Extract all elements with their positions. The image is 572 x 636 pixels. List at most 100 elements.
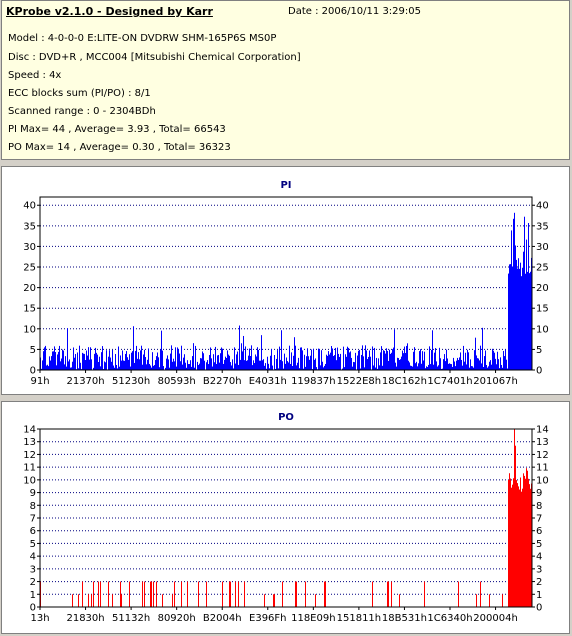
bar <box>472 366 473 370</box>
bar <box>469 367 470 370</box>
bar <box>173 358 174 370</box>
x-tick-label: B2004h <box>203 613 242 624</box>
y-tick-label-left: 3 <box>30 564 36 575</box>
y-tick-label-right: 30 <box>536 242 549 253</box>
bar <box>477 358 478 370</box>
bar <box>46 365 47 370</box>
bar <box>403 353 404 370</box>
bar <box>215 346 216 370</box>
bar <box>137 358 138 370</box>
bar <box>223 363 224 370</box>
bar <box>357 355 358 370</box>
bar <box>428 364 429 370</box>
bar <box>439 347 440 370</box>
bar <box>370 356 371 370</box>
bar <box>465 352 466 370</box>
bar <box>124 360 125 370</box>
bar <box>58 351 59 370</box>
bar <box>44 347 45 370</box>
bar <box>186 367 187 370</box>
bar <box>398 358 399 370</box>
y-tick-label-right: 20 <box>536 283 549 294</box>
bar <box>129 354 130 370</box>
bar <box>121 594 122 607</box>
bar <box>350 351 351 370</box>
bar <box>388 360 389 370</box>
bar <box>510 264 511 370</box>
bar <box>144 581 145 607</box>
bar <box>70 367 71 370</box>
bar <box>174 361 175 370</box>
bar <box>374 347 375 370</box>
bar <box>399 359 400 370</box>
app-title: KProbe v2.1.0 - Designed by Karr <box>6 5 213 18</box>
bar <box>197 361 198 370</box>
bar <box>361 354 362 370</box>
bar <box>130 366 131 370</box>
bar <box>295 345 296 370</box>
bar <box>274 594 275 607</box>
bar <box>243 335 244 370</box>
bar <box>161 330 162 370</box>
x-tick-label: 80920h <box>158 613 196 624</box>
bar <box>328 351 329 370</box>
bar <box>358 350 359 370</box>
bar <box>230 362 231 370</box>
bar <box>336 360 337 370</box>
bar <box>505 349 506 370</box>
bar <box>242 351 243 370</box>
bar <box>419 351 420 370</box>
x-tick-label: 80593h <box>158 376 196 387</box>
bar <box>447 358 448 370</box>
bar <box>133 326 134 370</box>
pi-stats-line: PI Max= 44 , Average= 3.93 , Total= 6654… <box>8 124 226 135</box>
y-tick-label-right: 15 <box>536 304 549 315</box>
bar <box>96 352 97 370</box>
bar <box>299 368 300 370</box>
bar <box>88 594 89 607</box>
bar <box>142 364 143 370</box>
bar <box>52 351 53 370</box>
bar <box>393 347 394 370</box>
bar <box>343 346 344 370</box>
bar <box>520 477 521 607</box>
bar <box>226 357 227 370</box>
bar <box>203 353 204 370</box>
bar <box>160 349 161 370</box>
bar <box>526 468 527 607</box>
speed-line: Speed : 4x <box>8 70 62 81</box>
bar <box>72 594 73 607</box>
y-tick-label-left: 0 <box>30 366 36 377</box>
bar <box>524 216 525 370</box>
x-tick-label: 200004h <box>473 613 518 624</box>
po-chart-panel: PO 0 0 1 1 2 2 3 3 4 4 5 5 6 6 7 7 8 8 9 9 10 10 11 11 12 12 13 13 14… <box>1 401 570 634</box>
bar <box>440 358 441 370</box>
y-tick-label-right: 5 <box>536 539 542 550</box>
bar <box>131 352 132 370</box>
bar <box>376 357 377 370</box>
bar <box>55 352 56 370</box>
bar <box>235 363 236 370</box>
bar <box>110 357 111 370</box>
bar <box>303 368 304 370</box>
bar <box>431 350 432 370</box>
bar <box>493 350 494 370</box>
bar <box>467 349 468 370</box>
bar <box>67 328 68 370</box>
bar <box>498 359 499 370</box>
bar <box>51 356 52 370</box>
x-tick-label: 151811h <box>337 613 382 624</box>
bar <box>77 352 78 370</box>
bar <box>429 346 430 370</box>
bar <box>421 363 422 370</box>
bar <box>151 581 152 607</box>
bar <box>495 358 496 370</box>
bar-series <box>40 429 532 607</box>
bar <box>354 362 355 370</box>
plot-frame <box>39 196 533 371</box>
bar <box>269 368 270 370</box>
bar <box>492 348 493 370</box>
y-tick-label-right: 14 <box>536 425 549 436</box>
bar <box>57 354 58 370</box>
bar <box>426 366 427 370</box>
